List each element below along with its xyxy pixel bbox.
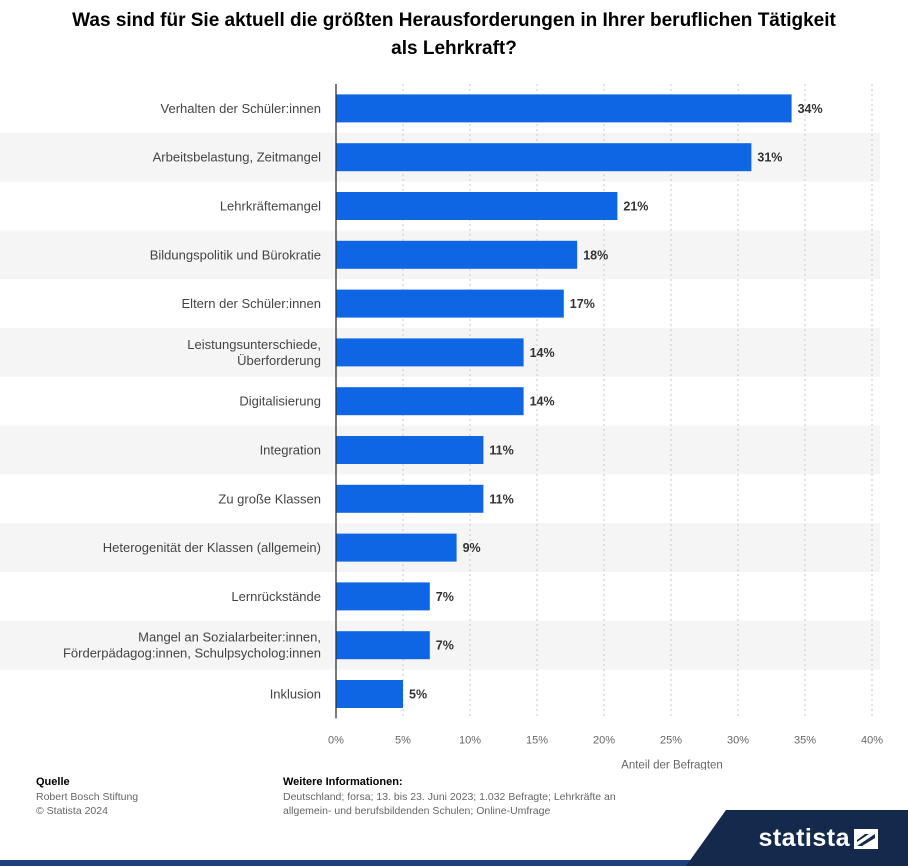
category-label: Überforderung	[237, 353, 321, 368]
category-label: Heterogenität der Klassen (allgemein)	[103, 540, 321, 555]
info-text: Deutschland; forsa; 13. bis 23. Juni 202…	[283, 790, 616, 818]
bar	[336, 436, 484, 464]
category-label: Digitalisierung	[239, 394, 321, 409]
x-tick-label: 25%	[660, 734, 682, 746]
value-label: 14%	[530, 395, 555, 409]
x-tick-label: 20%	[593, 734, 615, 746]
logo-text: statista	[758, 824, 850, 852]
bar	[336, 387, 524, 416]
brand-band	[0, 860, 908, 866]
info-heading: Weitere Informationen:	[283, 776, 403, 788]
row-stripe	[0, 620, 880, 670]
value-label: 9%	[463, 541, 481, 555]
category-label: Eltern der Schüler:innen	[182, 296, 321, 311]
category-label: Leistungsunterschiede,	[187, 337, 321, 352]
x-tick-label: 35%	[794, 734, 816, 746]
source-text[interactable]: Robert Bosch Stiftung	[36, 790, 139, 803]
chart-title: Was sind für Sie aktuell die größten Her…	[72, 10, 836, 59]
value-label: 11%	[489, 492, 513, 506]
bar	[336, 192, 618, 220]
copyright-text: © Statista 2024	[36, 805, 108, 817]
value-label: 5%	[409, 688, 427, 702]
category-label: Mangel an Sozialarbeiter:innen,	[138, 630, 321, 645]
value-label: 18%	[583, 248, 608, 262]
statista-logo[interactable]: statista	[758, 824, 878, 853]
value-label: 34%	[798, 102, 823, 116]
bar	[336, 240, 578, 269]
bar	[336, 582, 430, 611]
bar	[336, 338, 524, 367]
bar	[336, 94, 792, 123]
x-axis-label: Anteil der Befragten	[621, 759, 723, 770]
info-block: Weitere Informationen: Deutschland; fors…	[283, 775, 663, 819]
source-heading: Quelle	[36, 776, 70, 788]
x-tick-label: 40%	[861, 734, 883, 746]
value-label: 14%	[530, 346, 555, 360]
bar	[336, 533, 457, 562]
category-label: Inklusion	[270, 687, 321, 702]
statista-logo-icon	[854, 828, 878, 849]
value-label: 17%	[570, 297, 595, 311]
category-label: Integration	[260, 443, 321, 458]
x-tick-label: 0%	[328, 734, 344, 746]
category-label: Zu große Klassen	[218, 491, 321, 506]
x-tick-label: 30%	[727, 734, 749, 746]
category-label: Verhalten der Schüler:innen	[161, 101, 321, 116]
category-label: Lehrkräftemangel	[220, 199, 321, 214]
bar	[336, 484, 484, 513]
value-label: 7%	[436, 590, 454, 604]
x-tick-label: 5%	[395, 734, 411, 746]
x-tick-label: 10%	[459, 734, 481, 746]
bar	[336, 143, 752, 172]
value-label: 7%	[436, 639, 454, 653]
x-tick-label: 15%	[526, 734, 548, 746]
bar	[336, 631, 430, 660]
bar	[336, 289, 564, 318]
bar	[336, 680, 403, 708]
category-label: Bildungspolitik und Bürokratie	[150, 247, 321, 262]
category-label: Förderpädagog:innen, Schulpsycholog:inne…	[63, 646, 321, 661]
source-block: Quelle Robert Bosch Stiftung © Statista …	[36, 775, 138, 819]
bar-chart: 34% Verhalten der Schüler:innen 31% Arbeits…	[0, 84, 884, 770]
category-label: Lernrückstände	[231, 589, 321, 604]
category-label: Arbeitsbelastung, Zeitmangel	[153, 150, 321, 165]
value-label: 21%	[623, 200, 648, 214]
value-label: 11%	[489, 444, 513, 458]
value-label: 31%	[757, 151, 782, 165]
